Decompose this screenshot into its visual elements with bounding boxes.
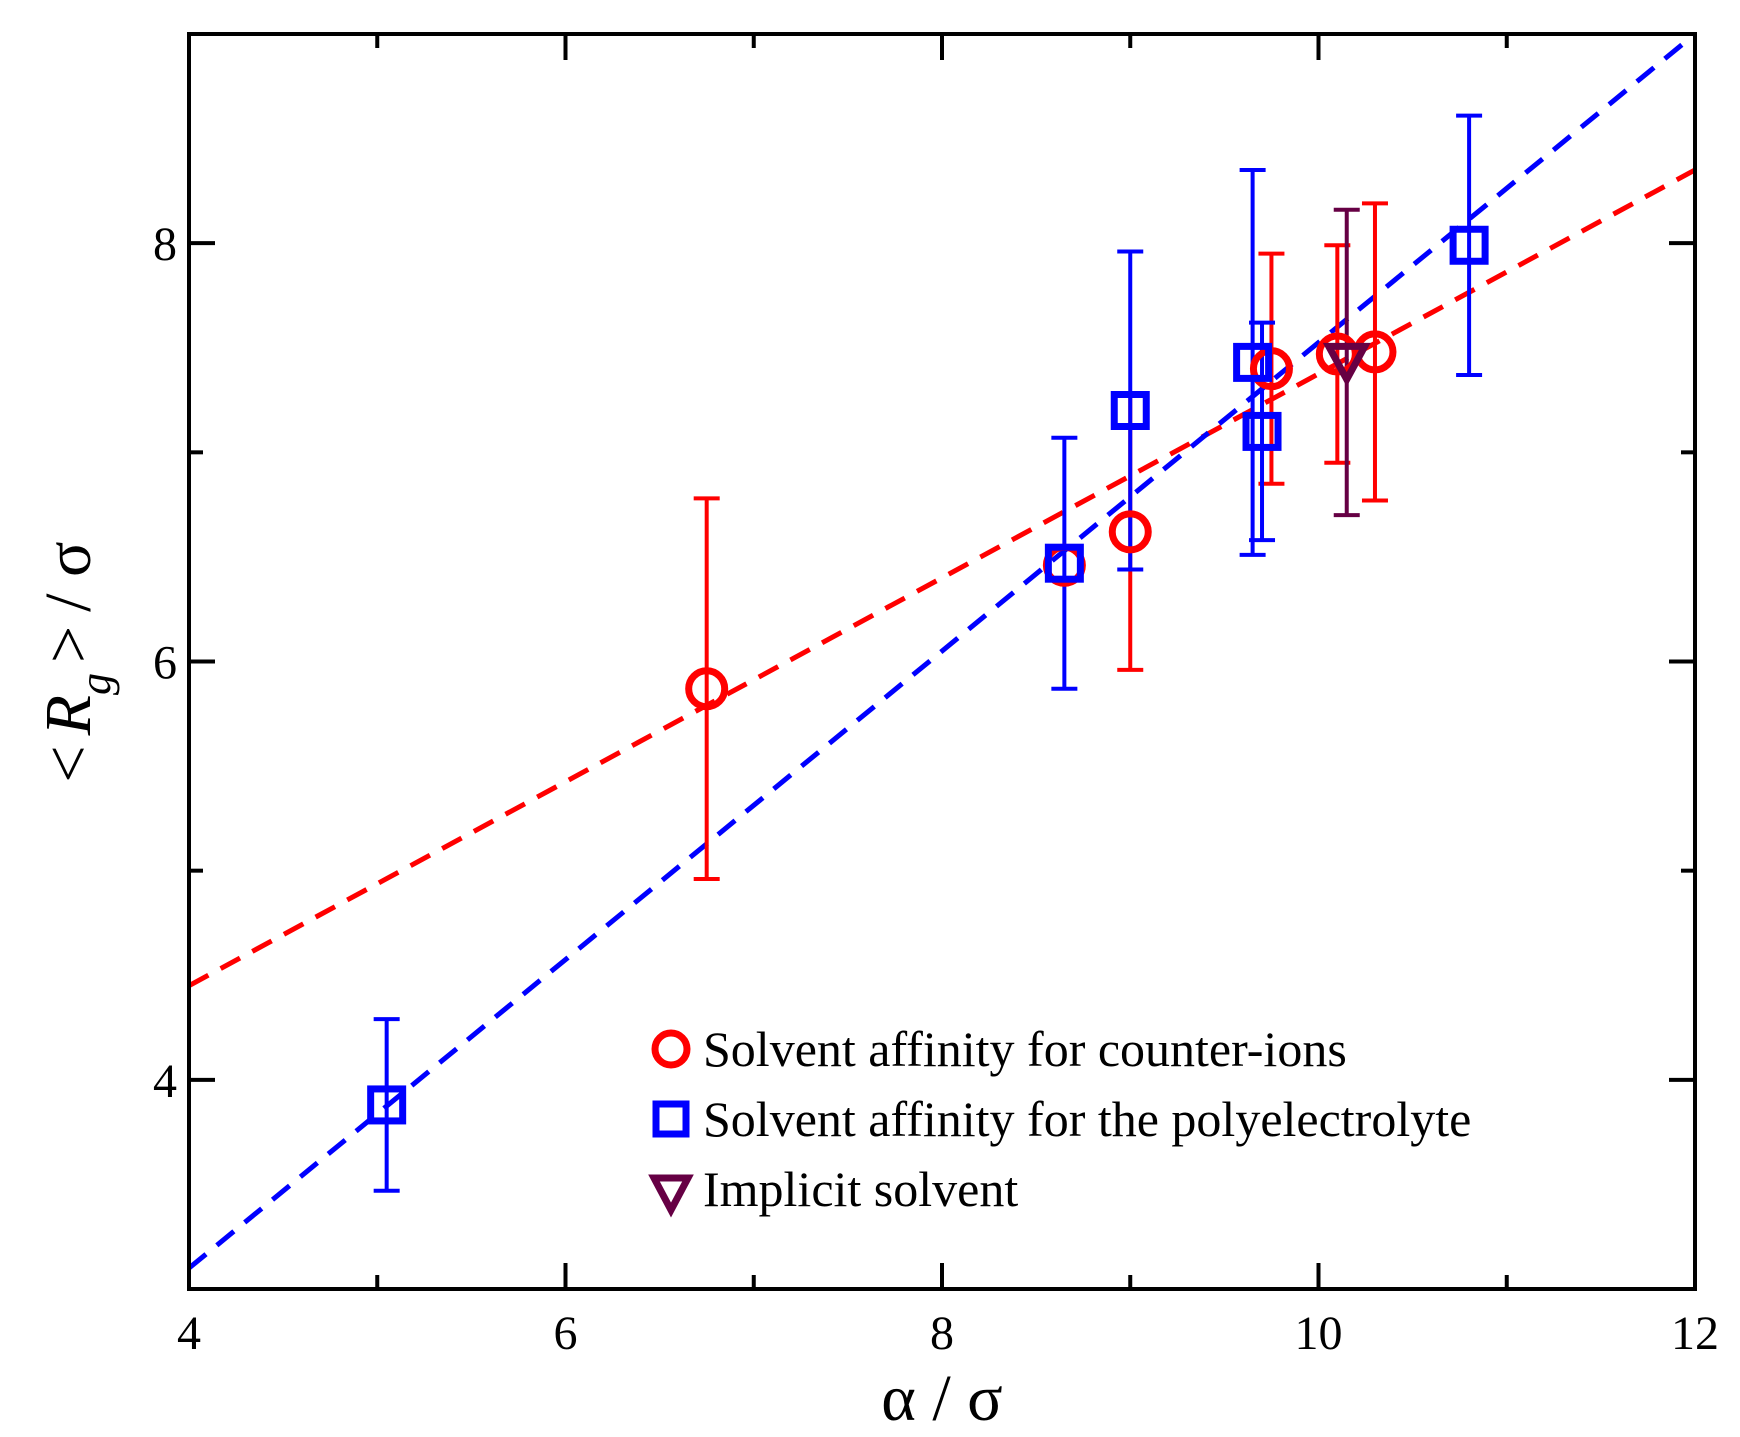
- legend-entry-polyelectrolyte: Solvent affinity for the polyelectrolyte: [652, 1091, 1471, 1147]
- y-axis-label-subscript: g: [71, 673, 120, 695]
- x-tick-label: 12: [1671, 1307, 1719, 1360]
- y-tick-label: 4: [153, 1055, 177, 1108]
- y-axis-label-symbol: R: [32, 695, 105, 736]
- data-point-square: [1110, 391, 1150, 430]
- data-point-triangle: [1322, 342, 1371, 387]
- data-point-square: [367, 1085, 407, 1125]
- legend-label-counter-ions: Solvent affinity for counter-ions: [703, 1021, 1347, 1077]
- x-tick-label: 8: [930, 1307, 954, 1360]
- legend-square-marker: [652, 1100, 690, 1138]
- legend-label-implicit: Implicit solvent: [703, 1161, 1018, 1217]
- data-point-square: [1449, 225, 1489, 265]
- y-axis-label-open: <: [32, 745, 105, 782]
- legend-triangle-marker: [648, 1174, 694, 1218]
- legend-entry-implicit: Implicit solvent: [648, 1161, 1018, 1218]
- legend: Solvent affinity for counter-ions Solven…: [648, 1021, 1471, 1218]
- legend-label-polyelectrolyte: Solvent affinity for the polyelectrolyte: [703, 1091, 1471, 1147]
- data-point-circle: [1108, 510, 1152, 554]
- data-point-square: [1242, 411, 1282, 451]
- data-point-square: [1233, 342, 1273, 382]
- y-axis-label-unit: / σ: [32, 541, 105, 611]
- y-tick-label: 8: [153, 218, 177, 271]
- data-point-circle: [685, 667, 729, 711]
- y-axis-label: < Rg > / σ: [32, 541, 120, 782]
- x-tick-label: 6: [554, 1307, 578, 1360]
- data-point-circle: [1353, 330, 1397, 374]
- fit-line-1: [189, 34, 1695, 1271]
- y-tick-label: 6: [153, 637, 177, 690]
- data-point-square: [1044, 543, 1084, 583]
- x-axis-label: α / σ: [881, 1362, 1003, 1435]
- y-axis-label-close: >: [32, 626, 105, 663]
- x-tick-label: 4: [177, 1307, 201, 1360]
- x-tick-label: 10: [1295, 1307, 1343, 1360]
- legend-circle-marker: [651, 1029, 691, 1069]
- legend-entry-counter-ions: Solvent affinity for counter-ions: [651, 1021, 1347, 1077]
